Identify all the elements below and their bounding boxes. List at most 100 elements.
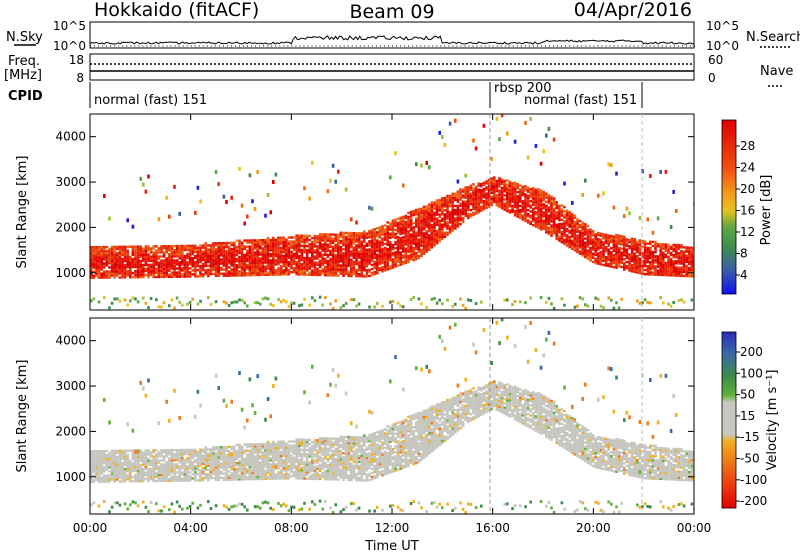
power-cell — [225, 256, 228, 259]
power-cell — [147, 267, 150, 271]
power-cell — [118, 264, 122, 267]
power-cell — [256, 259, 259, 262]
power-cell — [191, 258, 194, 262]
power-cell — [246, 263, 249, 267]
power-cell — [547, 194, 551, 197]
power-cell — [685, 274, 688, 278]
power-cell — [95, 246, 98, 249]
power-cell — [599, 238, 603, 241]
velocity-cell — [233, 445, 236, 449]
power-cell — [677, 260, 681, 263]
power-cell — [441, 135, 444, 139]
power-cell — [625, 264, 629, 268]
power-cell — [298, 271, 301, 274]
velocity-cell — [118, 480, 122, 483]
velocity-cell — [100, 456, 103, 459]
power-cell — [394, 222, 397, 225]
power-cell — [620, 237, 623, 240]
power-cell — [402, 246, 405, 249]
power-cell — [363, 260, 366, 264]
power-cell — [394, 151, 397, 156]
power-cell — [477, 188, 480, 191]
power-cell — [576, 226, 579, 229]
power-cell — [503, 186, 506, 189]
velocity-cell — [170, 459, 174, 462]
power-cell — [464, 196, 467, 199]
power-cell — [373, 254, 376, 257]
power-cell — [399, 247, 402, 250]
power-cell — [142, 263, 145, 267]
power-cell — [664, 243, 668, 246]
power-cell — [360, 248, 363, 251]
power-cell — [329, 241, 332, 244]
velocity-cell — [207, 478, 210, 482]
power-cell — [628, 211, 631, 216]
velocity-cell — [162, 477, 166, 480]
power-cell — [116, 245, 119, 249]
power-cell — [175, 246, 179, 250]
power-cell — [168, 253, 171, 256]
power-cell — [352, 246, 356, 249]
power-cell — [220, 250, 223, 253]
power-cell — [170, 263, 174, 266]
power-cell — [389, 253, 392, 256]
velocity-cell — [123, 457, 127, 461]
power-cell — [508, 182, 512, 186]
power-cell — [92, 256, 96, 259]
power-cell — [246, 274, 249, 277]
power-cell — [563, 228, 566, 231]
power-cell — [558, 237, 561, 240]
velocity-cell — [217, 450, 220, 453]
power-cell — [264, 255, 267, 258]
power-cell — [625, 242, 629, 245]
power-cell — [399, 222, 402, 226]
power-cell — [113, 264, 116, 267]
power-cell — [516, 199, 519, 202]
power-cell — [350, 242, 353, 245]
power-cell — [597, 238, 600, 241]
power-cell — [113, 258, 116, 261]
power-cell — [589, 250, 592, 254]
power-cell — [550, 228, 553, 231]
power-cell — [118, 266, 122, 269]
power-cell — [360, 264, 363, 268]
power-cell — [451, 215, 454, 218]
power-cell — [196, 256, 200, 260]
velocity-cell — [246, 443, 249, 446]
power-cell — [555, 223, 558, 226]
power-cell — [607, 254, 610, 257]
power-cell — [266, 249, 270, 252]
power-cell — [121, 257, 124, 261]
power-cell — [539, 191, 543, 194]
velocity-cell — [217, 460, 220, 463]
power-cell — [690, 256, 694, 260]
power-cell — [303, 236, 306, 239]
power-cell — [248, 261, 252, 265]
power-cell — [630, 253, 634, 257]
power-cell — [604, 264, 608, 267]
power-cell — [334, 299, 337, 303]
power-cell — [324, 269, 327, 273]
velocity-cell — [175, 459, 179, 462]
power-cell — [399, 230, 402, 234]
velocity-cell — [108, 476, 111, 479]
power-cell — [506, 201, 509, 205]
power-cell — [688, 258, 691, 262]
power-cell — [266, 245, 270, 248]
power-cell — [370, 249, 374, 252]
power-cell — [430, 242, 434, 245]
power-cell — [217, 264, 220, 267]
power-cell — [308, 249, 311, 252]
power-cell — [378, 232, 382, 235]
power-cell — [490, 191, 493, 195]
velocity-cell — [118, 468, 122, 471]
power-cell — [212, 262, 215, 265]
power-cell — [500, 196, 504, 200]
power-cell — [308, 196, 311, 201]
velocity-cell — [204, 466, 207, 470]
power-cell — [230, 241, 233, 245]
power-cell — [272, 249, 275, 252]
power-cell — [662, 245, 665, 248]
velocity-cell — [217, 452, 220, 455]
power-cell — [298, 304, 301, 308]
